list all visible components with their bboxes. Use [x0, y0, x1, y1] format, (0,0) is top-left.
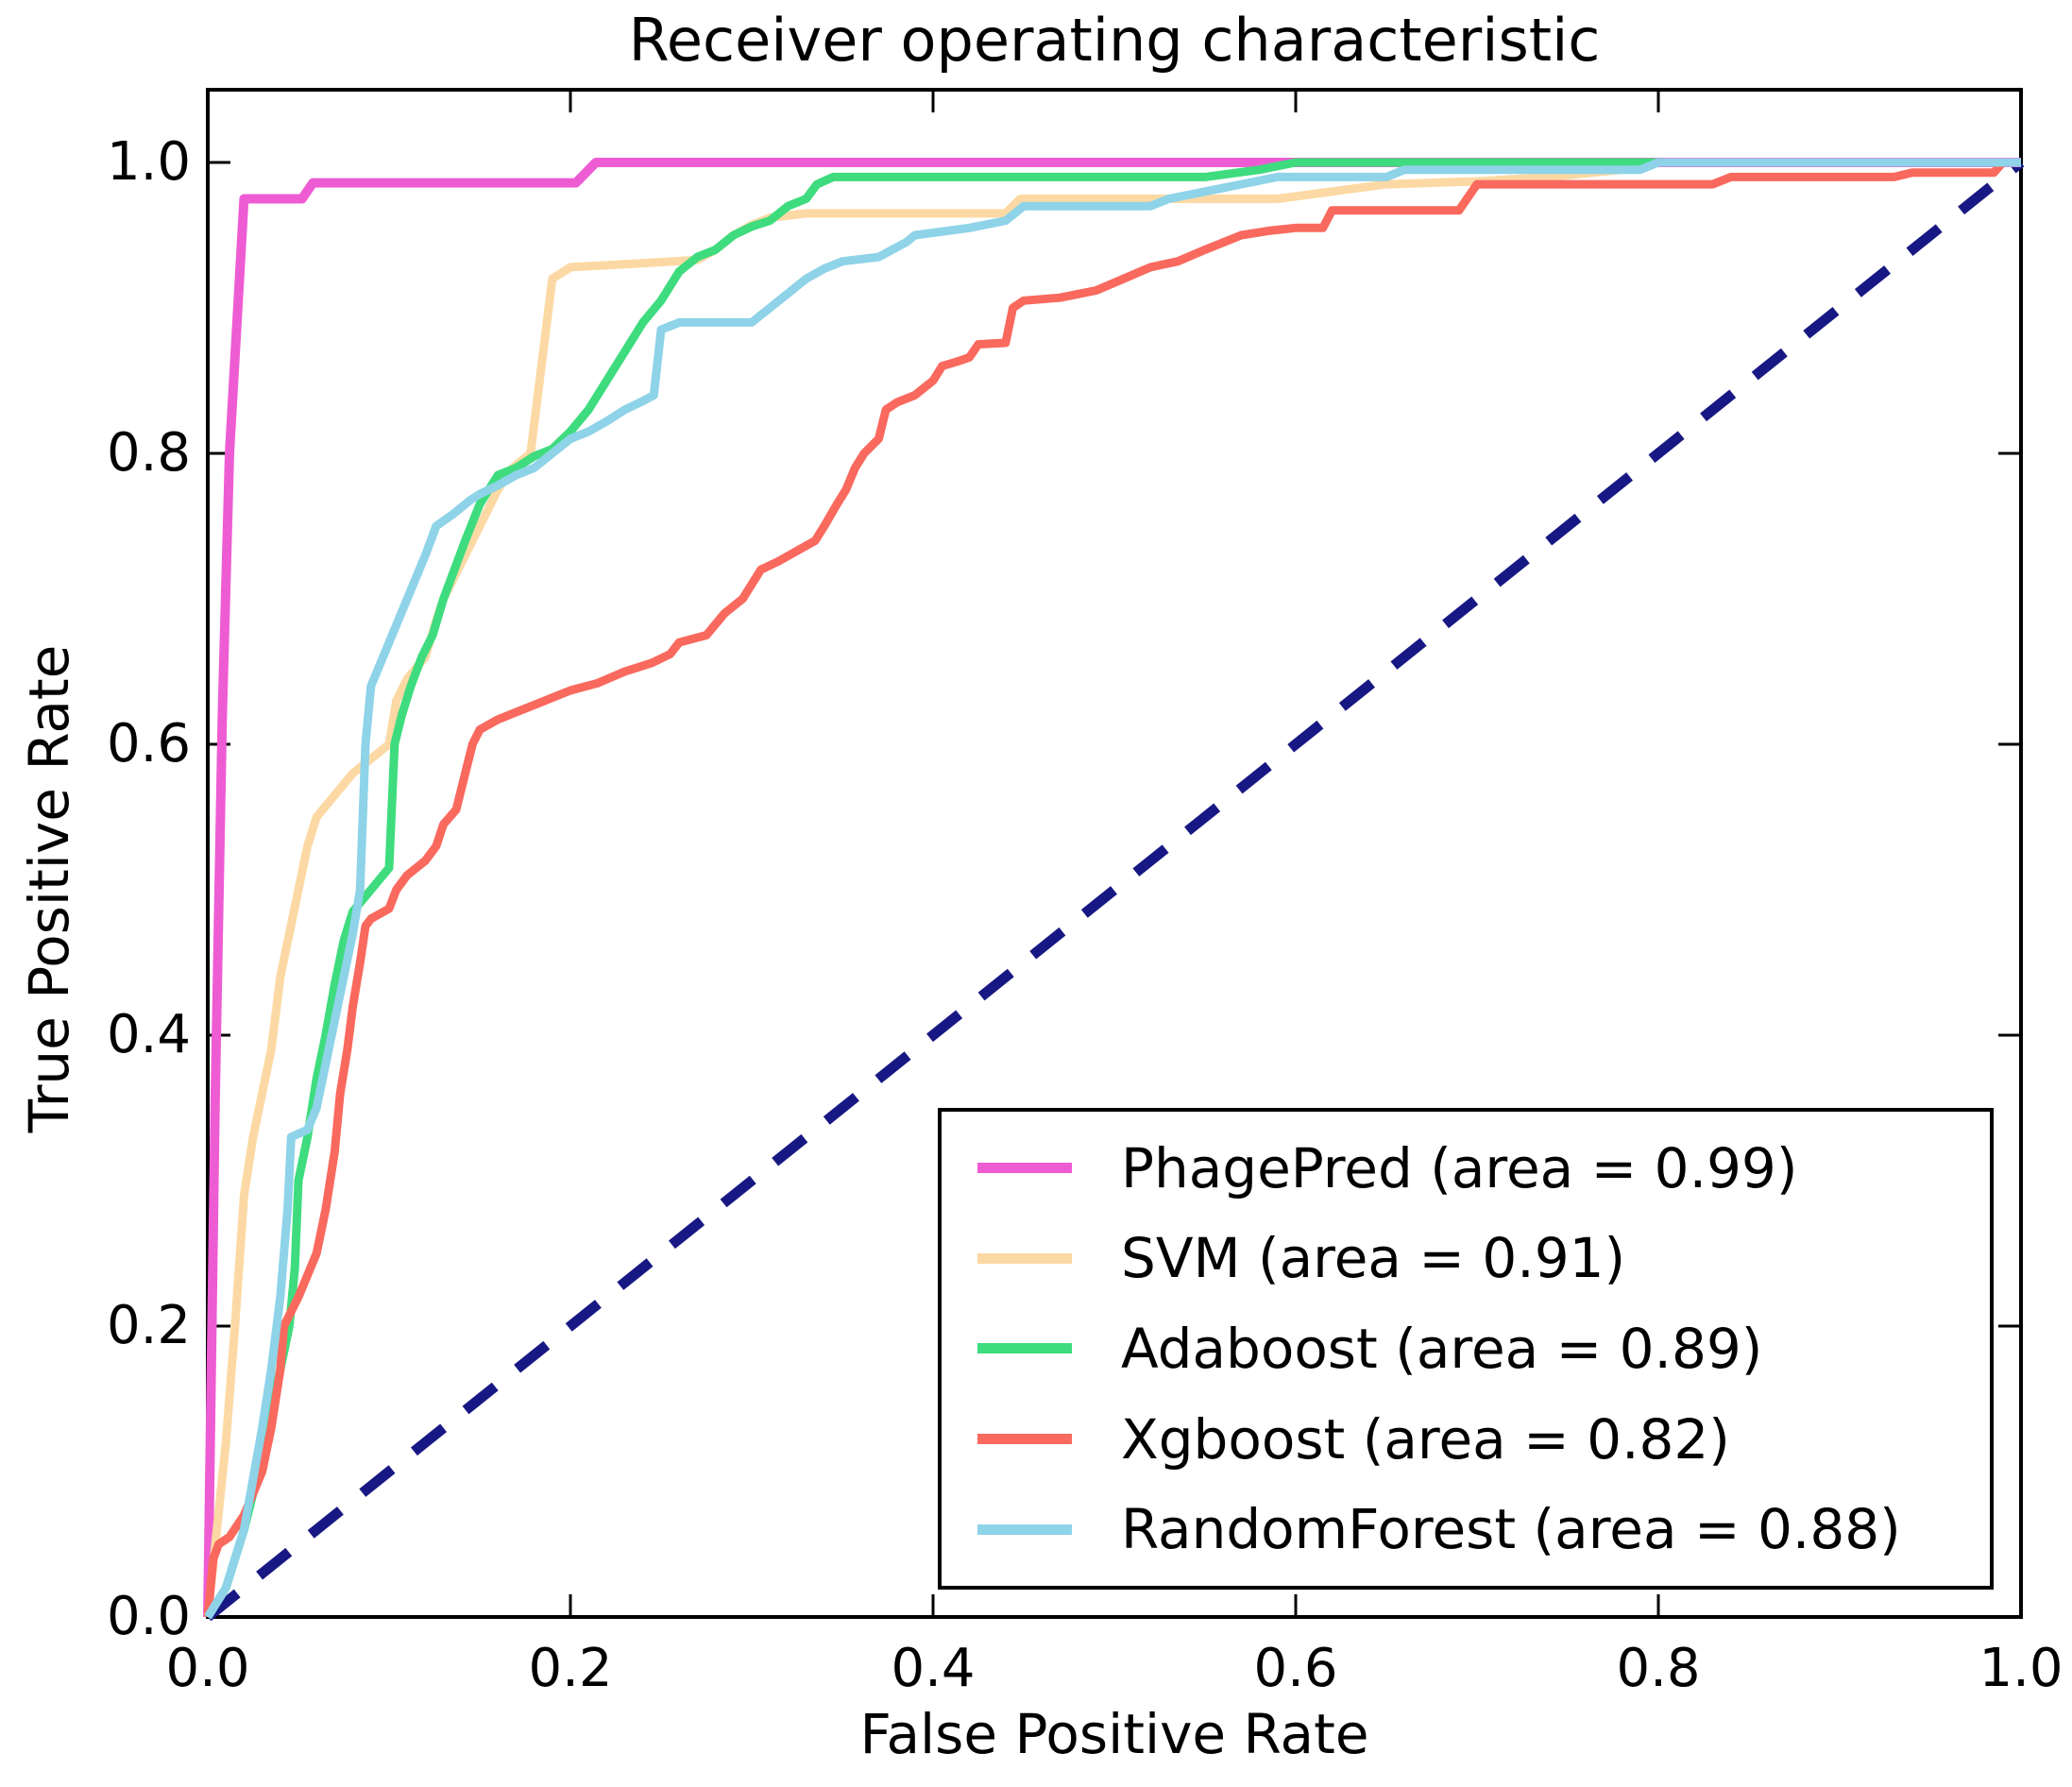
- legend-label-xgboost: Xgboost (area = 0.82): [1121, 1406, 1730, 1472]
- x-axis-label: False Positive Rate: [859, 1702, 1369, 1766]
- legend-item-xgboost: Xgboost (area = 0.82): [977, 1407, 1980, 1472]
- legend-item-adaboost: Adaboost (area = 0.89): [977, 1317, 1980, 1381]
- y-tick-label-1.0: 1.0: [106, 131, 191, 193]
- roc-curve-phagepred: [203, 158, 2021, 1618]
- roc-curve-svm: [203, 158, 2021, 1618]
- x-tick-label-0.2: 0.2: [528, 1638, 613, 1699]
- y-tick-label-0.2: 0.2: [106, 1295, 191, 1356]
- legend-label-adaboost: Adaboost (area = 0.89): [1121, 1316, 1763, 1381]
- chart-title: Receiver operating characteristic: [628, 6, 1601, 75]
- legend-swatch-svm-line: [977, 1252, 1072, 1264]
- legend-label-randomforest: RandomForest (area = 0.88): [1121, 1497, 1901, 1562]
- legend-item-randomforest: RandomForest (area = 0.88): [977, 1497, 1980, 1561]
- roc-curve-xgboost: [203, 158, 2021, 1618]
- x-tick-label-0.4: 0.4: [891, 1638, 976, 1699]
- y-tick-label-0.0: 0.0: [106, 1586, 191, 1647]
- legend-item-svm: SVM (area = 0.91): [977, 1226, 1980, 1290]
- legend-swatch-phagepred-line: [977, 1163, 1072, 1174]
- x-tick-label-0.8: 0.8: [1616, 1638, 1701, 1699]
- legend-label-phagepred: PhagePred (area = 0.99): [1121, 1135, 1798, 1200]
- legend-swatch-randomforest-line: [977, 1523, 1072, 1535]
- x-tick-label-0.0: 0.0: [165, 1638, 250, 1699]
- y-tick-label-0.8: 0.8: [106, 422, 191, 484]
- x-tick-label-1.0: 1.0: [1979, 1638, 2064, 1699]
- legend-item-phagepred: PhagePred (area = 0.99): [977, 1136, 1980, 1200]
- roc-curve-randomforest: [204, 158, 2021, 1620]
- y-tick-label-0.4: 0.4: [106, 1004, 191, 1065]
- legend-swatch-adaboost-line: [977, 1343, 1072, 1354]
- legend-box: PhagePred (area = 0.99) SVM (area = 0.91…: [938, 1108, 1994, 1590]
- x-tick-label-0.6: 0.6: [1253, 1638, 1338, 1699]
- legend-swatch-xgboost-line: [977, 1434, 1072, 1445]
- chance-diagonal-line: [204, 158, 2025, 1622]
- y-tick-label-0.6: 0.6: [106, 713, 191, 774]
- legend-label-svm: SVM (area = 0.91): [1121, 1226, 1626, 1291]
